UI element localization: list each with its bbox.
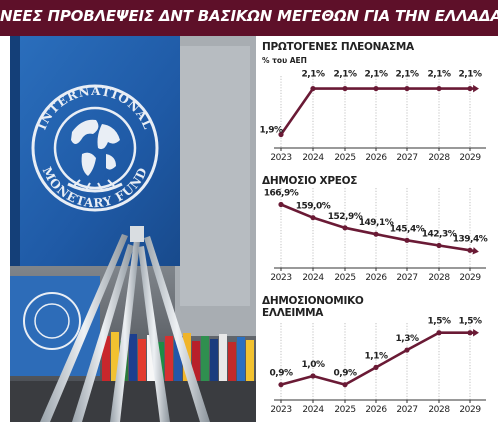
x-tick-label: 2023 (270, 273, 291, 283)
x-tick-label: 2025 (334, 153, 355, 163)
data-point (278, 382, 284, 388)
data-point (310, 215, 316, 221)
x-tick-label: 2028 (428, 153, 450, 163)
data-label: 2,1% (334, 70, 357, 80)
main-banner (10, 36, 180, 266)
chart-title: ΔΗΜΟΣΙΟΝΟΜΙΚΟ (262, 295, 364, 307)
series-line (279, 87, 470, 136)
data-label: 1,5% (428, 317, 451, 327)
x-tick-label: 2023 (270, 153, 291, 163)
data-label: 152,9% (328, 212, 363, 222)
series-arrowhead (473, 328, 479, 337)
x-tick-label: 2023 (270, 405, 291, 415)
x-tick-label: 2025 (334, 273, 355, 283)
data-point (436, 330, 442, 336)
x-tick-label: 2028 (428, 405, 450, 415)
x-tick-label: 2026 (365, 405, 387, 415)
chart-panel-2: ΔΗΜΟΣΙΟ ΧΡΕΟΣ 2023 2024 2025 2026 2027 2028 202… (262, 175, 488, 283)
data-point (436, 242, 442, 249)
data-label: 149,1% (359, 218, 394, 228)
data-label: 1,3% (396, 334, 419, 344)
chart-title: ΕΛΛΕΙΜΜΑ (262, 307, 324, 319)
data-label: 1,9% (260, 126, 283, 136)
header-bar: ΝΕΕΣ ΠΡΟΒΛΕΨΕΙΣ ΔΝΤ ΒΑΣΙΚΩΝ ΜΕΓΕΘΩΝ ΓΙΑ … (0, 0, 498, 36)
data-point (373, 231, 379, 237)
data-label: 1,5% (459, 317, 482, 327)
x-tick-label: 2027 (396, 273, 417, 283)
data-point (310, 85, 316, 92)
data-label: 139,4% (453, 234, 488, 244)
data-point (436, 85, 442, 92)
chart-title: ΠΡΩΤΟΓΕΝΕΣ ΠΛΕΟΝΑΣΜΑ (262, 41, 415, 53)
data-point (278, 131, 284, 138)
data-label: 2,1% (459, 70, 482, 80)
data-point (310, 373, 316, 379)
data-point (342, 85, 348, 92)
data-label: 166,9% (264, 189, 299, 199)
chart-panel-1: ΠΡΩΤΟΓΕΝΕΣ ΠΛΕΟΝΑΣΜΑ % του ΑΕΠ 2023 2024 202… (260, 41, 486, 163)
data-label: 145,4% (390, 224, 425, 234)
x-tick-label: 2024 (302, 273, 324, 283)
x-tick-label: 2026 (365, 153, 387, 163)
x-tick-label: 2027 (396, 405, 417, 415)
data-point (467, 330, 473, 336)
series-arrowhead (473, 84, 479, 93)
data-label: 1,1% (365, 351, 388, 361)
x-tick-label: 2027 (396, 153, 417, 163)
x-tick-label: 2028 (428, 273, 450, 283)
data-point (342, 382, 348, 388)
imf-photo: INTERNATIONAL MONETARY FUND (10, 36, 256, 422)
chart-title: ΔΗΜΟΣΙΟ ΧΡΕΟΣ (262, 175, 357, 187)
x-tick-label: 2029 (459, 273, 481, 283)
x-tick-label: 2025 (334, 405, 355, 415)
data-point (404, 237, 410, 243)
series-arrowhead (472, 247, 479, 255)
page-title: ΝΕΕΣ ΠΡΟΒΛΕΨΕΙΣ ΔΝΤ ΒΑΣΙΚΩΝ ΜΕΓΕΘΩΝ ΓΙΑ … (0, 7, 498, 25)
data-label: 0,9% (270, 369, 293, 379)
data-point (467, 247, 473, 253)
data-point (342, 225, 348, 231)
data-point (404, 85, 410, 92)
x-tick-label: 2026 (365, 273, 387, 283)
chart-subtitle: % του ΑΕΠ (262, 56, 307, 65)
data-point (373, 364, 379, 370)
data-point (278, 201, 284, 208)
data-label: 2,1% (396, 70, 419, 80)
data-point (373, 85, 379, 92)
data-label: 2,1% (302, 70, 325, 80)
charts-area: ΠΡΩΤΟΓΕΝΕΣ ΠΛΕΟΝΑΣΜΑ % του ΑΕΠ 2023 2024 202… (260, 41, 489, 415)
data-point (467, 85, 473, 92)
data-label: 0,9% (334, 369, 357, 379)
x-tick-label: 2029 (459, 405, 481, 415)
data-label: 2,1% (428, 70, 451, 80)
data-label: 142,3% (422, 230, 457, 240)
data-label: 1,0% (302, 360, 325, 370)
x-tick-label: 2029 (459, 153, 481, 163)
data-label: 159,0% (296, 202, 331, 212)
x-tick-label: 2024 (302, 405, 324, 415)
data-label: 2,1% (365, 70, 388, 80)
data-point (404, 347, 410, 353)
sculpture-poles (40, 226, 210, 422)
x-tick-label: 2024 (302, 153, 324, 163)
